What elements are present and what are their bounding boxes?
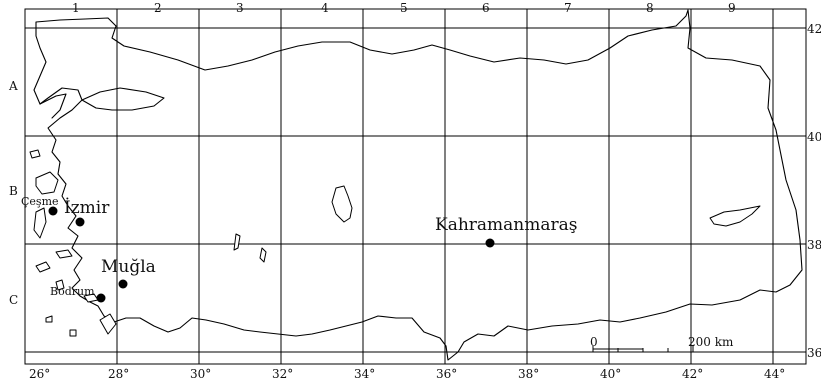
scale-bar-end-label: 200 km [688, 335, 734, 349]
marmara-sea [81, 87, 165, 111]
latitude-labels: 42 40 38 36 [807, 22, 821, 360]
island-samos [55, 249, 73, 259]
city-marker-bodrum [96, 293, 106, 303]
column-label: 2 [154, 1, 162, 15]
cities: Çeşme İzmir Muğla Bodrum Kahramanmaraş [21, 195, 578, 303]
island-small-4 [69, 329, 77, 337]
row-labels: A B C [8, 79, 18, 307]
city-label-kahramanmaras: Kahramanmaraş [435, 215, 578, 235]
lake-beysehir [259, 247, 267, 263]
lake-tuz [331, 185, 353, 223]
island-small-3 [45, 315, 53, 323]
longitude-label: 44° [764, 367, 785, 381]
longitude-label: 36° [436, 367, 457, 381]
island-small-1 [35, 261, 51, 273]
city-marker-izmir [75, 217, 85, 227]
island-imbros [29, 149, 41, 159]
latitude-label: 40 [807, 130, 821, 144]
city-marker-mugla [118, 279, 128, 289]
island-rhodes [99, 313, 117, 335]
longitude-label: 34° [354, 367, 375, 381]
island-lesbos [35, 171, 59, 195]
scale-bar: 0 200 km [590, 335, 734, 353]
turkey-outline [33, 9, 803, 361]
latitude-label: 38 [807, 238, 821, 252]
island-small-2 [55, 279, 65, 291]
column-label: 6 [482, 1, 490, 15]
row-label: A [8, 79, 18, 93]
column-label: 9 [728, 1, 736, 15]
column-label: 1 [72, 1, 80, 15]
city-label-mugla: Muğla [101, 257, 156, 277]
scale-bar-start-label: 0 [590, 335, 598, 349]
longitude-label: 28° [108, 367, 129, 381]
coastlines [29, 9, 803, 361]
latitude-label: 36 [807, 346, 821, 360]
map-frame [24, 8, 807, 365]
column-label: 4 [321, 1, 329, 15]
column-labels: 1 2 3 4 5 6 7 8 9 [72, 1, 736, 15]
column-label: 8 [646, 1, 654, 15]
city-marker-cesme [48, 206, 58, 216]
longitude-label: 26° [29, 367, 50, 381]
column-label: 3 [236, 1, 244, 15]
cyprus [709, 205, 761, 227]
longitude-label: 38° [518, 367, 539, 381]
latitude-label: 42 [807, 22, 821, 36]
city-marker-kahramanmaras [485, 238, 495, 248]
longitude-label: 40° [600, 367, 621, 381]
longitude-labels: 26° 28° 30° 32° 34° 36° 38° 40° 42° 44° [29, 367, 785, 381]
longitude-label: 32° [272, 367, 293, 381]
longitude-label: 30° [190, 367, 211, 381]
longitude-label: 42° [682, 367, 703, 381]
column-label: 7 [564, 1, 572, 15]
column-label: 5 [400, 1, 408, 15]
city-label-cesme: Çeşme [21, 195, 59, 208]
island-chios [33, 207, 47, 239]
lake-egirdir [233, 233, 241, 251]
city-label-izmir: İzmir [64, 197, 110, 218]
gallipoli-coast [39, 93, 67, 119]
city-label-bodrum: Bodrum [50, 285, 95, 298]
row-label: C [9, 293, 18, 307]
row-label: B [9, 184, 18, 198]
grid [24, 8, 807, 365]
